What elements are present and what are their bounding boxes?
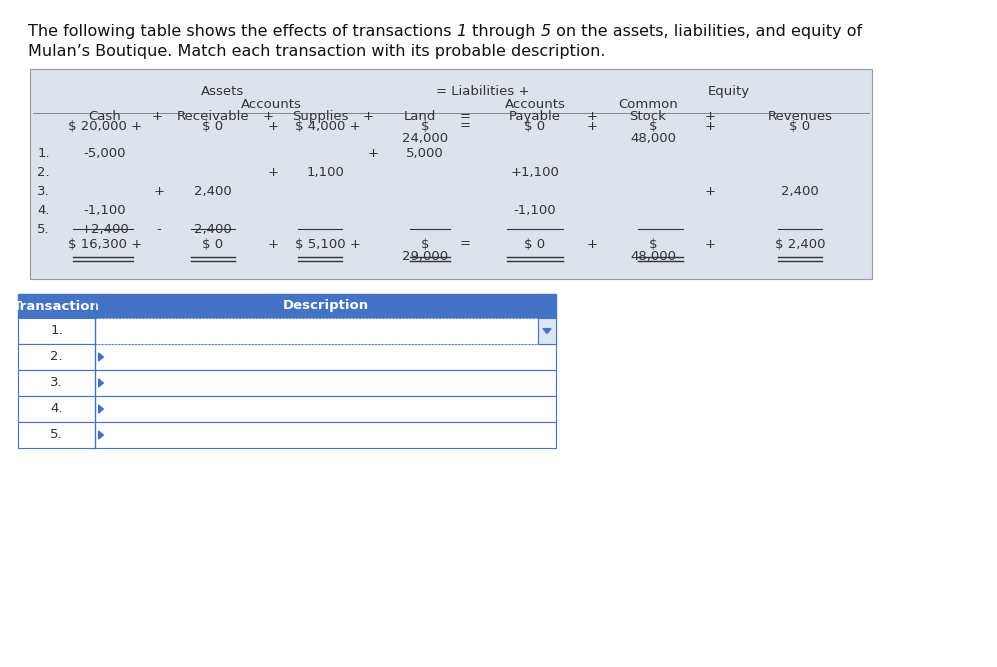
Text: +1,100: +1,100 (510, 166, 559, 179)
Text: =: = (460, 237, 471, 251)
Text: 48,000: 48,000 (630, 132, 676, 145)
Text: $ 20,000 +: $ 20,000 + (68, 120, 142, 133)
Text: 2.: 2. (37, 166, 50, 179)
Text: +: + (586, 238, 597, 251)
Bar (18, 396, 556, 422)
Text: 29,000: 29,000 (402, 250, 448, 263)
Text: Mulan’s Boutique. Match each transaction with its probable description.: Mulan’s Boutique. Match each transaction… (28, 44, 605, 59)
Text: +: + (705, 110, 716, 123)
Text: $ 5,100 +: $ 5,100 + (295, 238, 361, 251)
Text: +: + (267, 120, 278, 133)
Text: 5.: 5. (37, 223, 50, 236)
Text: 2.: 2. (50, 350, 63, 364)
Text: 1: 1 (457, 24, 467, 39)
Text: = Liabilities +: = Liabilities + (436, 85, 529, 98)
Bar (18, 294, 556, 318)
Polygon shape (99, 379, 104, 387)
Text: on the assets, liabilities, and equity of: on the assets, liabilities, and equity o… (550, 24, 861, 39)
Text: Description: Description (282, 299, 369, 313)
Bar (18, 344, 556, 370)
Text: The following table shows the effects of transactions: The following table shows the effects of… (28, 24, 457, 39)
Text: Common: Common (618, 98, 678, 111)
Polygon shape (99, 353, 104, 361)
Text: +: + (586, 120, 597, 133)
Text: +: + (705, 185, 716, 198)
Text: 2,400: 2,400 (194, 223, 232, 236)
Text: Land: Land (404, 110, 437, 123)
Text: Cash: Cash (89, 110, 122, 123)
Text: 2,400: 2,400 (781, 185, 819, 198)
Text: =: = (460, 119, 471, 133)
Text: +: + (262, 110, 273, 123)
Text: Accounts: Accounts (241, 98, 302, 111)
Bar (538, 318, 556, 344)
Text: 24,000: 24,000 (402, 132, 448, 145)
Text: 4.: 4. (50, 402, 63, 416)
Text: $ 0: $ 0 (202, 120, 223, 133)
Text: +2,400: +2,400 (81, 223, 130, 236)
Text: $ 0: $ 0 (524, 120, 545, 133)
Text: $ 0: $ 0 (202, 238, 223, 251)
Text: +: + (586, 110, 597, 123)
Text: $ 2,400: $ 2,400 (775, 238, 826, 251)
Bar (95, 318, 538, 344)
Text: $: $ (421, 120, 430, 133)
Text: $: $ (649, 238, 657, 251)
Polygon shape (99, 431, 104, 439)
Text: +: + (705, 238, 716, 251)
Text: 1,100: 1,100 (306, 166, 344, 179)
Text: Assets: Assets (200, 85, 244, 98)
Text: 2,400: 2,400 (194, 185, 232, 198)
Text: +: + (152, 110, 163, 123)
Text: -1,100: -1,100 (84, 204, 127, 217)
Bar (18, 318, 556, 344)
Text: Transaction: Transaction (13, 299, 100, 313)
Text: $ 16,300 +: $ 16,300 + (68, 238, 143, 251)
Text: Supplies: Supplies (292, 110, 348, 123)
Text: Revenues: Revenues (768, 110, 832, 123)
Text: Equity: Equity (708, 85, 750, 98)
Text: through: through (467, 24, 540, 39)
Bar (18, 422, 556, 448)
Text: +: + (154, 185, 165, 198)
Text: 4.: 4. (38, 204, 50, 217)
Text: +: + (267, 166, 278, 179)
Text: +: + (705, 120, 716, 133)
Text: =: = (460, 110, 471, 123)
Text: $: $ (649, 120, 657, 133)
Text: 3.: 3. (37, 185, 50, 198)
Text: +: + (368, 147, 379, 160)
Polygon shape (543, 329, 551, 334)
Text: $: $ (421, 238, 430, 251)
Text: Payable: Payable (509, 110, 561, 123)
Text: +: + (363, 110, 374, 123)
Text: 5.: 5. (50, 428, 63, 442)
Text: 3.: 3. (50, 376, 63, 390)
Text: Accounts: Accounts (504, 98, 565, 111)
Polygon shape (99, 405, 104, 413)
Text: 1.: 1. (37, 147, 50, 160)
Bar (18, 370, 556, 396)
Text: -: - (157, 223, 162, 236)
Text: $ 0: $ 0 (790, 120, 811, 133)
Text: -1,100: -1,100 (513, 204, 556, 217)
Text: Stock: Stock (629, 110, 666, 123)
Bar (30, 69, 872, 279)
Text: 48,000: 48,000 (630, 250, 676, 263)
Text: $ 4,000 +: $ 4,000 + (295, 120, 361, 133)
Text: $ 0: $ 0 (524, 238, 545, 251)
Text: -5,000: -5,000 (84, 147, 127, 160)
Text: 1.: 1. (50, 325, 63, 338)
Text: Receivable: Receivable (176, 110, 249, 123)
Text: 5: 5 (540, 24, 550, 39)
Text: +: + (267, 238, 278, 251)
Text: 5,000: 5,000 (406, 147, 444, 160)
